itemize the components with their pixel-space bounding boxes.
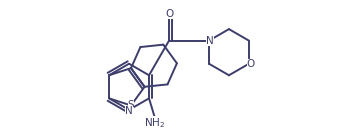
- Text: O: O: [165, 9, 173, 19]
- Text: S: S: [128, 100, 134, 111]
- Text: N: N: [125, 106, 133, 116]
- Text: NH$_2$: NH$_2$: [145, 116, 166, 130]
- Text: O: O: [247, 59, 255, 69]
- Text: N: N: [206, 36, 214, 46]
